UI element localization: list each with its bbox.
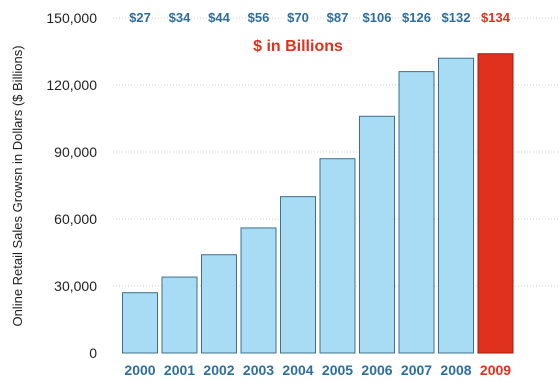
- value-label: $56: [248, 10, 270, 25]
- y-tick-label: 150,000: [46, 10, 97, 26]
- bar-2001: [161, 276, 198, 354]
- y-axis-ticks: 0 30,000 60,000 90,000 120,000 150,000: [46, 10, 97, 361]
- bar-2002: [201, 254, 237, 354]
- value-label: $126: [402, 10, 431, 25]
- x-tick-label: 2008: [440, 362, 471, 378]
- bar-2000: [122, 292, 158, 354]
- x-tick-label: 2002: [203, 362, 234, 378]
- bar-2009: [477, 53, 514, 354]
- x-tick-label: 2001: [164, 362, 195, 378]
- y-tick-label: 90,000: [54, 144, 97, 160]
- value-label: $44: [208, 10, 230, 25]
- value-label: $70: [287, 10, 309, 25]
- x-tick-label: 2005: [322, 362, 353, 378]
- bar-2004: [280, 196, 316, 354]
- chart-subtitle: $ in Billions: [253, 38, 343, 55]
- y-tick-label: 0: [89, 345, 97, 361]
- y-axis-label: Online Retail Sales Growsn in Dollars ($…: [10, 45, 25, 326]
- bar-2003: [240, 227, 277, 354]
- x-tick-label: 2006: [361, 362, 392, 378]
- value-label: $134: [481, 10, 511, 25]
- bar-2007: [398, 71, 435, 354]
- value-label: $106: [363, 10, 392, 25]
- value-label: $87: [327, 10, 349, 25]
- x-axis-ticks: 2000 2001 2002 2003 2004 2005 2006 2007 2008 2009: [124, 362, 511, 378]
- y-tick-label: 60,000: [54, 211, 97, 227]
- value-label: $34: [169, 10, 191, 25]
- bars: [122, 53, 514, 354]
- y-tick-label: 120,000: [46, 77, 97, 93]
- x-tick-label: 2009: [480, 362, 511, 378]
- bar-2005: [319, 158, 356, 354]
- bar-2006: [359, 115, 395, 354]
- value-labels: $27 $34 $44 $56 $70 $87 $106 $126 $132 $134: [129, 10, 511, 25]
- x-tick-label: 2004: [282, 362, 313, 378]
- value-label: $27: [129, 10, 151, 25]
- value-label: $132: [442, 10, 471, 25]
- x-tick-label: 2000: [124, 362, 155, 378]
- y-tick-label: 30,000: [54, 278, 97, 294]
- x-tick-label: 2003: [243, 362, 274, 378]
- bar-2008: [438, 57, 474, 354]
- x-tick-label: 2007: [401, 362, 432, 378]
